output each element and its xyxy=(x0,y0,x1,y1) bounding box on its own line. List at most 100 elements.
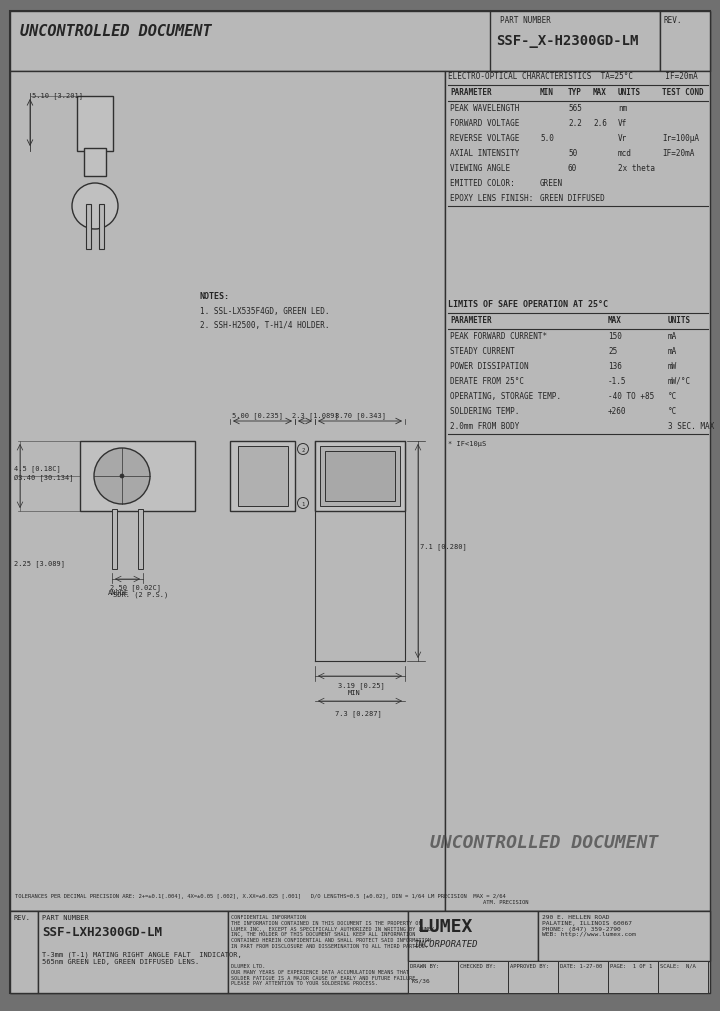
Bar xyxy=(408,961,458,993)
Text: MIN: MIN xyxy=(540,88,554,97)
Text: EPOXY LENS FINISH:: EPOXY LENS FINISH: xyxy=(450,194,534,203)
Text: DLUMEX LTD.
OUR MANY YEARS OF EXPERIENCE DATA ACCUMULATION MEANS THAT
SOLDER FAT: DLUMEX LTD. OUR MANY YEARS OF EXPERIENCE… xyxy=(231,963,418,986)
Text: UNITS: UNITS xyxy=(618,88,641,97)
Bar xyxy=(538,911,710,961)
Text: DRAWN BY:: DRAWN BY: xyxy=(410,963,439,969)
Text: 2: 2 xyxy=(302,447,305,452)
Text: 7.1 [0.280]: 7.1 [0.280] xyxy=(420,543,467,550)
Text: 5.00 [0.235]: 5.00 [0.235] xyxy=(232,411,283,419)
Text: LIMITS OF SAFE OPERATION AT 25°C: LIMITS OF SAFE OPERATION AT 25°C xyxy=(448,299,608,308)
Bar xyxy=(238,447,288,507)
Text: nm: nm xyxy=(618,104,627,113)
Bar xyxy=(10,911,710,993)
Text: SCALE:  N/A: SCALE: N/A xyxy=(660,963,696,969)
Text: POWER DISSIPATION: POWER DISSIPATION xyxy=(450,362,528,371)
Text: PAGE:  1 OF 1: PAGE: 1 OF 1 xyxy=(610,963,652,969)
Text: 60: 60 xyxy=(568,164,577,173)
Text: ANODE: ANODE xyxy=(108,589,130,595)
Bar xyxy=(112,510,117,569)
Text: PEAK FORWARD CURRENT*: PEAK FORWARD CURRENT* xyxy=(450,332,547,341)
Circle shape xyxy=(120,474,124,478)
Bar xyxy=(408,911,538,961)
Text: -1.5: -1.5 xyxy=(608,377,626,385)
Text: REVERSE VOLTAGE: REVERSE VOLTAGE xyxy=(450,133,519,143)
Circle shape xyxy=(297,498,308,509)
Text: STEADY CURRENT: STEADY CURRENT xyxy=(450,347,515,356)
Bar xyxy=(508,961,558,993)
Text: Vr: Vr xyxy=(618,133,627,143)
Bar xyxy=(228,911,408,993)
Text: 1: 1 xyxy=(302,501,305,506)
Text: 1. SSL-LX535F4GD, GREEN LED.: 1. SSL-LX535F4GD, GREEN LED. xyxy=(200,306,330,315)
Bar xyxy=(325,452,395,501)
Text: EMITTED COLOR:: EMITTED COLOR: xyxy=(450,179,515,188)
Text: 565: 565 xyxy=(568,104,582,113)
Bar xyxy=(320,447,400,507)
Text: mW/°C: mW/°C xyxy=(668,377,691,385)
Bar xyxy=(315,442,405,512)
Bar xyxy=(658,961,708,993)
Text: TYP: TYP xyxy=(568,88,582,97)
Text: PARAMETER: PARAMETER xyxy=(450,315,492,325)
Bar xyxy=(660,12,710,72)
Bar xyxy=(38,911,228,993)
Text: mcd: mcd xyxy=(618,149,632,158)
Text: mW: mW xyxy=(668,362,678,371)
Text: 5.0: 5.0 xyxy=(540,133,554,143)
Text: ELECTRO-OPTICAL CHARACTERISTICS  TA=25°C       IF=20mA: ELECTRO-OPTICAL CHARACTERISTICS TA=25°C … xyxy=(448,72,698,81)
Bar xyxy=(10,12,710,72)
Circle shape xyxy=(94,449,150,504)
Text: VIEWING ANGLE: VIEWING ANGLE xyxy=(450,164,510,173)
Text: 2.3 [1.089]: 2.3 [1.089] xyxy=(292,411,338,419)
Text: SSF-LXH2300GD-LM: SSF-LXH2300GD-LM xyxy=(42,925,162,938)
Text: 25: 25 xyxy=(608,347,617,356)
Text: MAX: MAX xyxy=(593,88,607,97)
Text: KS/36: KS/36 xyxy=(412,978,431,983)
Text: IF=20mA: IF=20mA xyxy=(662,149,694,158)
Text: 290 E. HELLEN ROAD
PALATINE, ILLINOIS 60067
PHONE: (847) 359-2790
WEB: http://ww: 290 E. HELLEN ROAD PALATINE, ILLINOIS 60… xyxy=(542,914,636,936)
Text: PARAMETER: PARAMETER xyxy=(450,88,492,97)
Text: 5.10 [3.201]: 5.10 [3.201] xyxy=(32,92,83,99)
Text: PART NUMBER: PART NUMBER xyxy=(500,16,551,25)
Text: TEST COND: TEST COND xyxy=(662,88,703,97)
Text: PEAK WAVELENGTH: PEAK WAVELENGTH xyxy=(450,104,519,113)
Bar xyxy=(99,205,104,250)
Bar xyxy=(86,205,91,250)
Text: T-3mm (T-1) MATING RIGHT ANGLE FALT  INDICATOR,
565nm GREEN LED, GREEN DIFFUSED : T-3mm (T-1) MATING RIGHT ANGLE FALT INDI… xyxy=(42,951,242,964)
Text: TOLERANCES PER DECIMAL PRECISION ARE: 2+=±0.1[.004], 4X=±0.05 [.002], X.XX=±0.02: TOLERANCES PER DECIMAL PRECISION ARE: 2+… xyxy=(15,893,528,904)
Text: REV.: REV. xyxy=(14,914,31,920)
Bar xyxy=(490,12,660,72)
Text: +260: +260 xyxy=(608,406,626,416)
Text: °C: °C xyxy=(668,391,678,400)
Text: 3.19 [0.25]: 3.19 [0.25] xyxy=(338,681,384,688)
Text: UNCONTROLLED DOCUMENT: UNCONTROLLED DOCUMENT xyxy=(430,833,658,851)
Text: 3 SEC. MAX: 3 SEC. MAX xyxy=(668,422,714,431)
Text: Vf: Vf xyxy=(618,119,627,127)
Text: 50: 50 xyxy=(568,149,577,158)
Text: OPERATING, STORAGE TEMP.: OPERATING, STORAGE TEMP. xyxy=(450,391,561,400)
Text: 2.50 [0.02C]: 2.50 [0.02C] xyxy=(110,583,161,590)
Text: DATE: 1-27-00: DATE: 1-27-00 xyxy=(560,963,602,969)
Text: * IF<10μS: * IF<10μS xyxy=(448,441,486,447)
Bar xyxy=(458,961,508,993)
Bar xyxy=(445,72,710,911)
Text: GREEN DIFFUSED: GREEN DIFFUSED xyxy=(540,194,605,203)
Text: 8.70 [0.343]: 8.70 [0.343] xyxy=(335,411,386,419)
Text: MIN: MIN xyxy=(348,690,361,696)
Text: UNCONTROLLED DOCUMENT: UNCONTROLLED DOCUMENT xyxy=(20,24,212,39)
Bar xyxy=(138,510,143,569)
Text: mA: mA xyxy=(668,332,678,341)
Bar xyxy=(80,442,195,512)
Text: SDR. (2 P.S.): SDR. (2 P.S.) xyxy=(113,591,168,598)
Text: 4.5 [0.18C]: 4.5 [0.18C] xyxy=(14,465,60,471)
Bar xyxy=(230,442,295,512)
Circle shape xyxy=(297,444,308,455)
Bar xyxy=(10,911,38,993)
Bar xyxy=(608,961,658,993)
Text: 2x theta: 2x theta xyxy=(618,164,655,173)
Text: PART NUMBER: PART NUMBER xyxy=(42,914,89,920)
Circle shape xyxy=(72,184,118,229)
Text: CONFIDENTIAL INFORMATION
THE INFORMATION CONTAINED IN THIS DOCUMENT IS THE PROPE: CONFIDENTIAL INFORMATION THE INFORMATION… xyxy=(231,914,434,948)
Text: CHECKED BY:: CHECKED BY: xyxy=(460,963,496,969)
Text: 2.0mm FROM BODY: 2.0mm FROM BODY xyxy=(450,422,519,431)
